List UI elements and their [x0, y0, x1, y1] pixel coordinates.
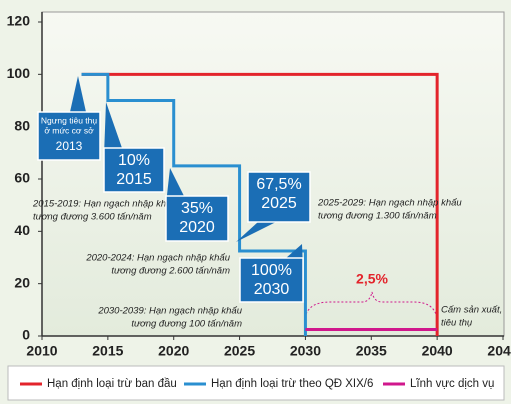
legend-label: Lĩnh vực dịch vụ — [410, 378, 494, 390]
note: 2020-2024: Hạn ngạch nhập khẩu — [85, 253, 230, 264]
callout-pointer — [104, 102, 122, 156]
series-line — [81, 72, 307, 336]
note: tương đương 3.600 tấn/năm — [33, 212, 152, 223]
callout: 67,5% 2025 — [236, 171, 311, 242]
note: 2015-2019: Hạn ngạch nhập khẩu — [32, 199, 177, 210]
x-tick-label: 2015 — [92, 343, 123, 359]
legend-label: Hạn định loại trừ theo QĐ XIX/6 — [211, 378, 373, 390]
callout: 35% 2020 — [165, 168, 229, 242]
callout-box — [37, 111, 101, 161]
note: 2030-2039: Hạn ngạch nhập khẩu — [97, 306, 242, 317]
bracket — [304, 291, 438, 319]
x-tick-label: 2020 — [158, 343, 189, 359]
note: tiêu thụ — [441, 318, 473, 329]
y-tick-label: 40 — [14, 222, 30, 238]
callout-box — [239, 257, 304, 303]
service-label: 2,5% — [356, 271, 388, 287]
x-tick-label: 2040 — [422, 343, 453, 359]
callout: 10% 2015 — [103, 102, 165, 193]
x-tick-label: 2035 — [356, 343, 387, 359]
callout-text: 2013 — [56, 139, 83, 153]
x-tick-label: 2025 — [224, 343, 255, 359]
y-tick-label: 120 — [7, 13, 31, 29]
note: tương đương 1.300 tấn/năm — [318, 211, 437, 222]
callout-text: 2030 — [254, 281, 290, 298]
callout: 100% 2030 — [239, 244, 304, 303]
x-tick-label: 2030 — [290, 343, 321, 359]
callout-pointer — [166, 168, 184, 204]
note: tương đương 2.600 tấn/năm — [111, 266, 230, 277]
legend-label: Hạn định loại trừ ban đầu — [47, 378, 177, 390]
y-tick-label: 100 — [7, 65, 31, 81]
callout-text: 67,5% — [256, 176, 301, 193]
callout-box — [103, 147, 165, 193]
callout-text: Ngưng tiêu thụ — [41, 115, 98, 125]
series-line — [81, 72, 439, 336]
note: 2025-2029: Hạn ngạch nhập khẩu — [317, 198, 462, 209]
callout-pointer — [236, 222, 276, 242]
callout-text: 35% — [181, 200, 213, 217]
y-tick-label: 20 — [14, 274, 30, 290]
note: Cấm sản xuất, — [441, 305, 502, 316]
callout-text: 2025 — [261, 195, 297, 212]
legend — [7, 365, 505, 401]
callout-text: 2020 — [179, 219, 215, 236]
y-tick-label: 0 — [22, 327, 30, 343]
callout-text: 10% — [118, 152, 150, 169]
callout-text: 100% — [251, 262, 292, 279]
x-tick-label: 2045 — [487, 343, 511, 359]
callout-box — [247, 171, 311, 223]
note: tương đương 100 tấn/năm — [131, 319, 242, 330]
y-tick-label: 80 — [14, 117, 30, 133]
callout-text: 2015 — [116, 171, 152, 188]
callout-text: ở mức cơ sở — [44, 125, 94, 135]
x-tick-label: 2010 — [26, 343, 57, 359]
y-tick-label: 60 — [14, 170, 30, 186]
callout-pointer — [70, 76, 86, 112]
callout-box — [165, 195, 229, 242]
